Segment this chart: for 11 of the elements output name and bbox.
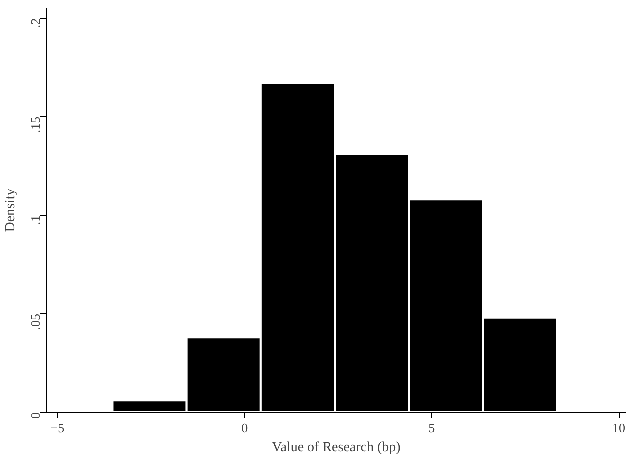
x-tick-label: 10	[612, 420, 626, 436]
y-axis-title: Density	[4, 188, 18, 232]
x-tick-label: 0	[242, 420, 248, 436]
x-tick-label: −5	[50, 420, 65, 436]
x-tick-label: 5	[428, 420, 436, 436]
y-tick-label: 0	[28, 412, 43, 419]
y-tick-label: .1	[28, 215, 43, 226]
y-tick-label: .15	[28, 116, 43, 134]
x-axis-title: Value of Research (bp)	[272, 440, 402, 456]
y-tick-label: .2	[28, 18, 43, 28]
y-tick-label: .05	[28, 314, 43, 330]
